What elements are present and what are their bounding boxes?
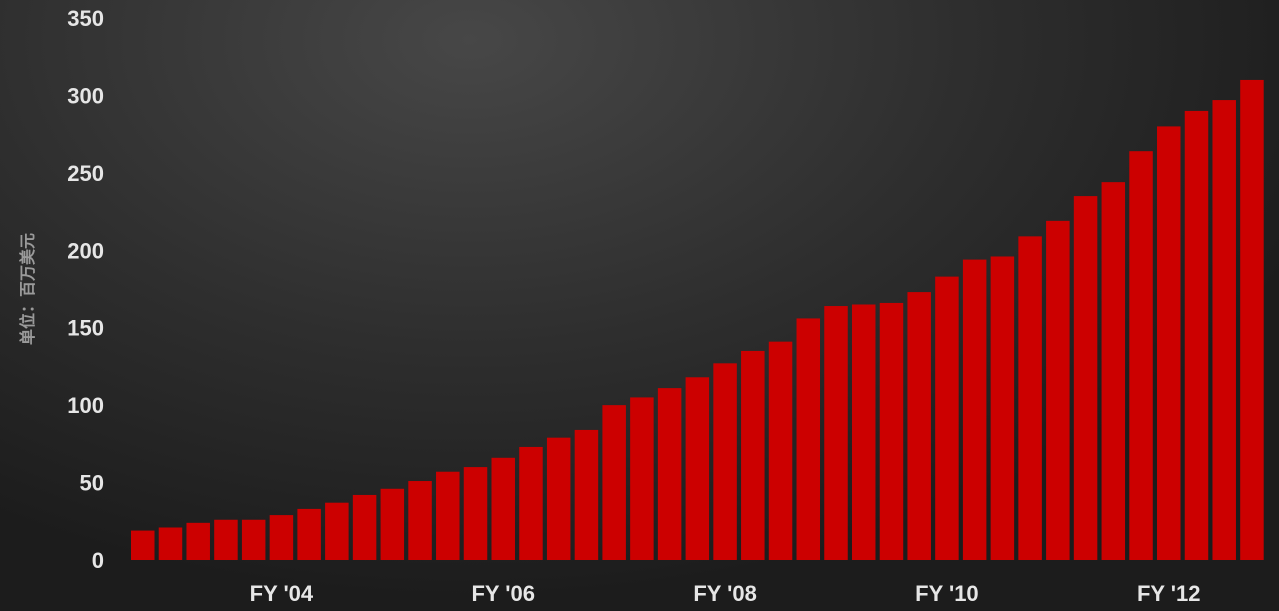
bar [1073,196,1098,560]
bar [685,377,710,560]
bar [935,276,959,560]
y-tick-label: 150 [67,316,104,341]
bar [796,318,821,560]
bar [1101,182,1126,560]
bar [851,304,876,560]
bar [824,306,848,560]
bar [1018,236,1042,560]
y-tick-label: 300 [67,83,104,108]
y-tick-label: 100 [67,393,104,418]
bar [713,363,737,560]
bar [990,256,1015,560]
y-tick-label: 50 [80,471,104,496]
bar [408,481,432,560]
bar [546,437,571,560]
bar [630,397,654,560]
bar [380,488,405,560]
bar [352,494,377,560]
x-tick-label: FY '10 [915,581,979,606]
bar [879,302,904,560]
bar [186,522,210,560]
bar [962,259,987,560]
y-tick-label: 250 [67,161,104,186]
x-tick-label: FY '08 [693,581,757,606]
bar [214,519,238,560]
bar [657,388,682,560]
bar [574,429,599,560]
bar [269,515,294,560]
bar [463,467,488,560]
x-tick-label: FY '06 [471,581,535,606]
bar [768,341,793,560]
x-tick-label: FY '04 [250,581,314,606]
bar [602,405,626,560]
x-tick-label: FY '12 [1137,581,1201,606]
bar [1240,79,1264,560]
bar [325,502,349,560]
y-axis-label: 单位：百万美元 [18,233,37,345]
bar [1184,110,1209,560]
bar [1157,126,1181,561]
bar [491,457,515,560]
bar [741,350,765,560]
y-tick-label: 0 [92,548,104,573]
y-axis-ticks: 0 50 100 150 200 250 300 350 [67,6,104,573]
y-tick-label: 200 [67,238,104,263]
bar [1212,100,1236,560]
y-tick-label: 350 [67,6,104,31]
bar [158,527,183,560]
bars [131,79,1264,561]
bar [241,519,266,560]
bar [1129,151,1153,560]
bar [1046,220,1070,561]
bar [131,530,155,560]
bar [297,508,321,560]
bar [907,292,931,560]
bar [436,471,460,560]
bar [519,446,543,560]
x-axis-ticks: FY '04 FY '06 FY '08 FY '10 FY '12 [250,581,1201,606]
